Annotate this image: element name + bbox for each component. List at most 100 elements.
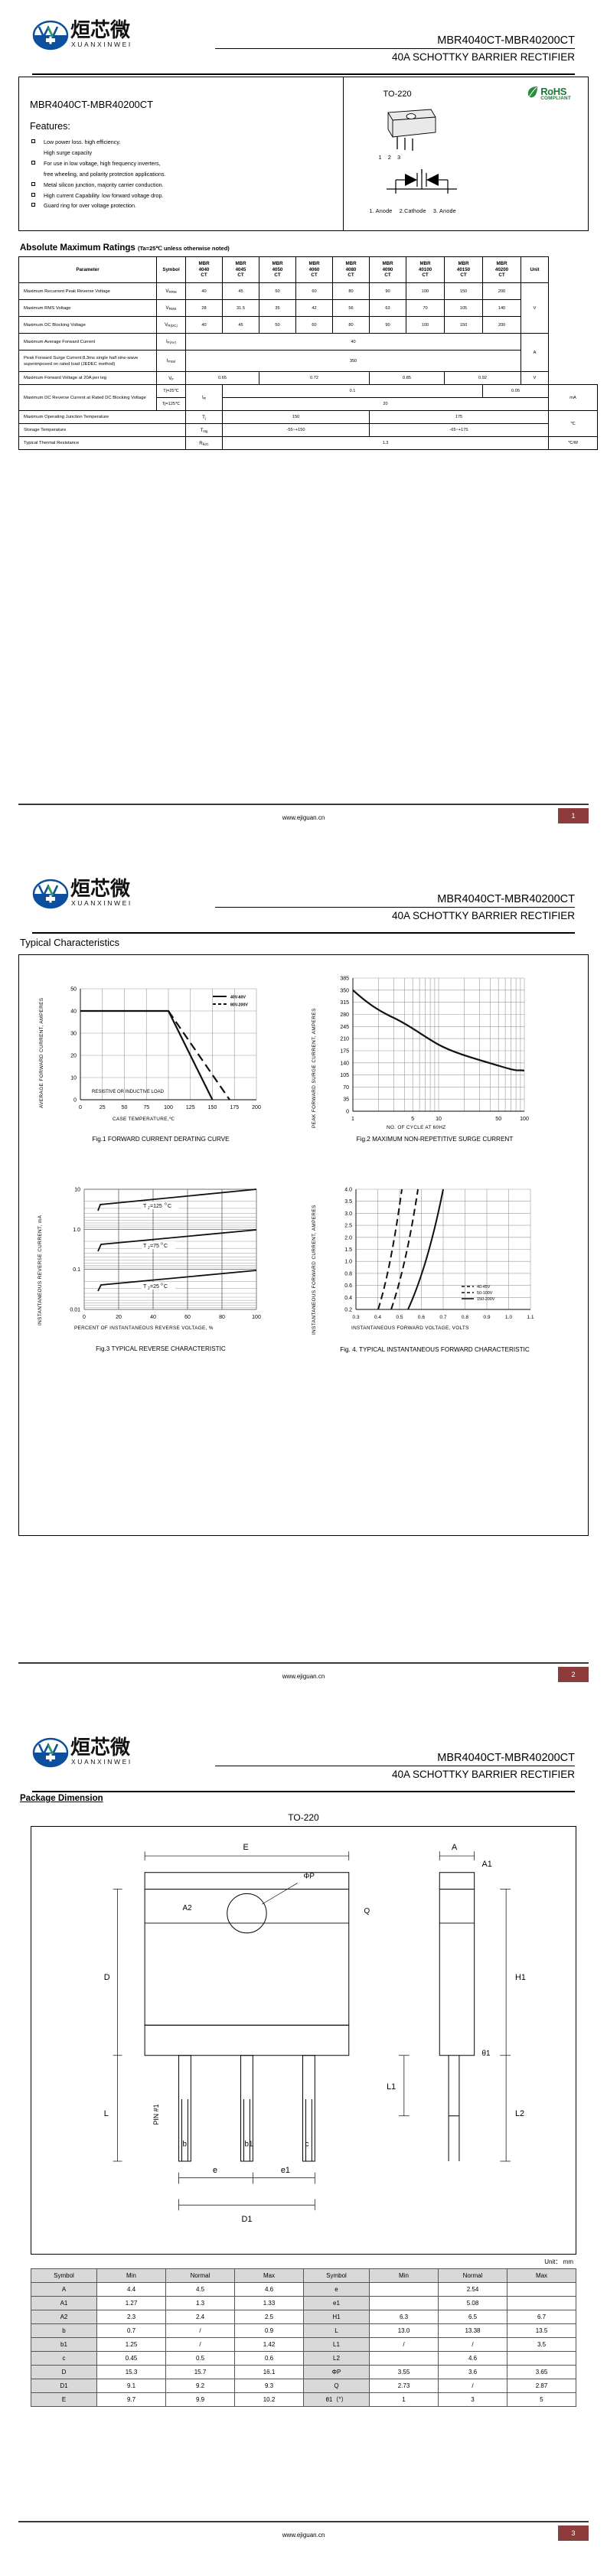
svg-text:T: T (143, 1204, 147, 1209)
footer-url[interactable]: www.ejiguan.cn (282, 814, 325, 821)
dims-col-max-1: Max (234, 2268, 304, 2283)
part-number-title: MBR4040CT-MBR40200CT (30, 99, 154, 110)
dim-symbol: A2 (31, 2310, 97, 2324)
feature-item: High current Capability. low forward vol… (30, 191, 335, 200)
dim-min: 0.7 (96, 2323, 166, 2338)
package-drawing-box: E A A1 D L H1 L2 L1 e e1 D1 b b1 c ΦP Q … (31, 1826, 576, 2255)
dim-symbol: D (31, 2365, 97, 2379)
cell-value: 45 (222, 316, 259, 334)
header-part-number: MBR4040CT-MBR40200CT (437, 1752, 575, 1764)
svg-text:0: 0 (83, 1315, 86, 1320)
fig2-caption: Fig.2 MAXIMUM NON-REPETITIVE SURGE CURRE… (356, 1136, 514, 1143)
dim-max: 0.9 (234, 2323, 304, 2338)
fig2-x-axis-label: NO. OF CYCLE AT 60HZ (387, 1125, 446, 1130)
checkbox-icon (31, 181, 35, 186)
col-symbol: Symbol (156, 256, 186, 283)
dim-label-L2: L2 (515, 2109, 524, 2118)
page-2-footer: www.ejiguan.cn 2 (18, 1662, 589, 1685)
col-mbr40200ct: MBR 40200 CT (482, 256, 521, 283)
cell-value: 0.05 (482, 384, 549, 398)
svg-text:350: 350 (340, 988, 349, 993)
dim-min: 15.3 (96, 2365, 166, 2379)
cell-value: 56 (332, 299, 370, 317)
dim-symbol: b (31, 2323, 97, 2338)
svg-text:C: C (164, 1244, 168, 1249)
footer-url[interactable]: www.ejiguan.cn (282, 2532, 325, 2539)
xuanxinwei-logo-icon (32, 879, 69, 909)
dim-label-L: L (104, 2109, 109, 2118)
cell-value: 1.3 (222, 436, 549, 450)
svg-text:80V-200V: 80V-200V (230, 1003, 248, 1008)
feature-item: For use in low voltage, high frequency i… (30, 159, 335, 168)
feature-text: Guard ring for over voltage protection. (44, 202, 137, 210)
svg-text:105: 105 (340, 1073, 349, 1078)
chart-fig1: AVERAGE FORWARD CURRENT, AMPERES (27, 966, 295, 1157)
svg-text:C: C (164, 1284, 168, 1290)
dim-min: 13.0 (369, 2323, 439, 2338)
dim-symbol: L2 (303, 2351, 370, 2366)
svg-text:2.5: 2.5 (344, 1224, 352, 1229)
param-symbol: VRRM (156, 282, 186, 300)
dims-col-normal-2: Normal (438, 2268, 507, 2283)
cell-value: 0.92 (444, 371, 521, 385)
dim-label-A1: A1 (482, 1860, 492, 1869)
dim-max: 9.3 (234, 2379, 304, 2393)
svg-text:35: 35 (343, 1097, 349, 1103)
checkbox-icon (31, 192, 35, 197)
cell-value: 28 (185, 299, 223, 317)
fig4-plot: 40-45V 50-100V 150-200V 4.0 3.5 3.0 2.5 … (344, 1188, 534, 1321)
svg-text:40: 40 (70, 1009, 77, 1015)
ratings-section-title: Absolute Maximum Ratings (Ta=25℃ unless … (20, 243, 593, 253)
param-name: Maximum Recurrent Peak Reverse Voltage (18, 282, 157, 300)
svg-text:10: 10 (74, 1188, 80, 1193)
dims-col-min-2: Min (369, 2268, 439, 2283)
svg-text:=125: =125 (150, 1204, 162, 1209)
svg-text:40-45V: 40-45V (477, 1285, 491, 1290)
svg-text:0.5: 0.5 (396, 1315, 403, 1320)
dim-normal: 3 (438, 2392, 507, 2407)
company-logo: 烜芯微 XUANXINWEI (32, 20, 132, 51)
document-header: 烜芯微 XUANXINWEI MBR4040CT-MBR40200CT 40A … (14, 1717, 593, 1792)
svg-text:5: 5 (411, 1117, 414, 1122)
header-divider-thin (215, 48, 575, 49)
param-name: Maximum Forward Voltage at 20A per leg (18, 371, 157, 385)
table-row-vrms: Maximum RMS Voltage VRMS 28 31.5 35 42 5… (18, 299, 598, 317)
fig1-caption: Fig.1 FORWARD CURRENT DERATING CURVE (92, 1136, 230, 1143)
dim-max: 16.1 (234, 2365, 304, 2379)
pin-legend: 1. Anode 2.Cathode 3. Anode (370, 207, 462, 214)
svg-text:50: 50 (70, 987, 77, 993)
fig3-plot: T J =125 o C T J =75 o C T J =25 o C 10 1.0 0.1 0.01… (70, 1188, 261, 1321)
feature-text: Low power loss. high efficiency. (44, 139, 121, 145)
svg-text:0.6: 0.6 (344, 1283, 352, 1289)
cell-value: 60 (295, 316, 333, 334)
dim-label-b: b (183, 2140, 188, 2148)
feature-text: High current Capability. low forward vol… (44, 191, 164, 199)
cell-value: 200 (482, 282, 521, 300)
brand-name-cn: 烜芯微 (70, 878, 131, 901)
header-subtitle: 40A SCHOTTKY BARRIER RECTIFIER (391, 910, 575, 921)
features-list: Low power loss. high efficiency. High su… (30, 138, 335, 210)
dims-col-symbol-1: Symbol (31, 2268, 97, 2283)
svg-text:J: J (148, 1246, 150, 1251)
cell-value: 35 (259, 299, 296, 317)
checkbox-icon (31, 160, 35, 165)
header-titles: MBR4040CT-MBR40200CT 40A SCHOTTKY BARRIE… (215, 1751, 575, 1781)
table-row-vrrm: Maximum Recurrent Peak Reverse Voltage V… (18, 282, 598, 334)
dim-normal: / (165, 2323, 235, 2338)
param-symbol: VF (156, 371, 186, 385)
footer-divider (18, 2521, 589, 2522)
chart-fig2: PEAK FORWARD SURGE CURRENT, AMPERES (301, 966, 569, 1157)
dim-label-e1: e1 (281, 2166, 290, 2175)
cell-value: 140 (482, 299, 521, 317)
rohs-title: RoHS (540, 85, 566, 97)
param-symbol: IF(AV) (156, 333, 186, 351)
table-header-row: Parameter Symbol MBR 4040 CT MBR 4045 CT MBR… (18, 256, 598, 283)
dim-label-PhiP: ΦP (304, 1873, 315, 1881)
svg-text:60: 60 (184, 1315, 191, 1320)
package-panel: TO-220 RoHS COMPLIANT (344, 77, 588, 230)
dim-max (507, 2296, 576, 2310)
footer-url[interactable]: www.ejiguan.cn (282, 1673, 325, 1680)
svg-text:0.8: 0.8 (344, 1271, 352, 1277)
page-1: 烜芯微 XUANXINWEI MBR4040CT-MBR40200CT 40A … (0, 0, 607, 859)
dim-max: 10.2 (234, 2392, 304, 2407)
